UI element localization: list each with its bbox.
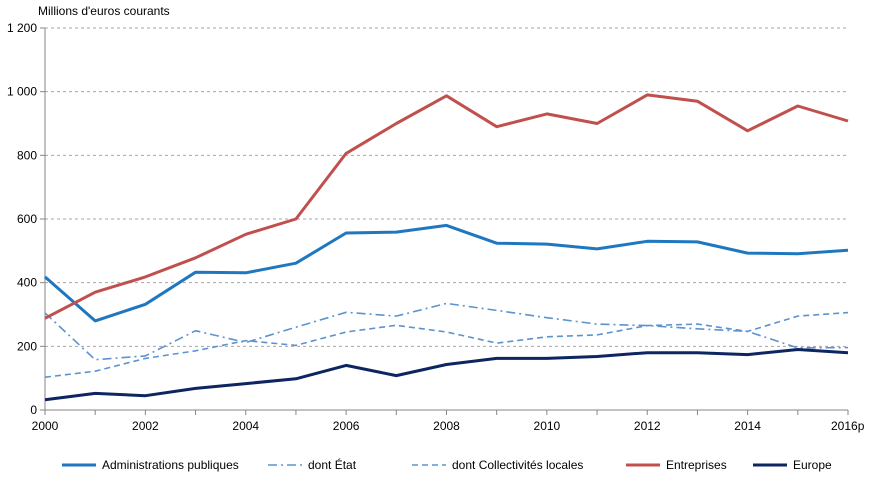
y-tick-label: 400 (17, 276, 37, 290)
legend-label: dont État (308, 457, 357, 472)
series-line-4 (44, 348, 849, 402)
y-tick-label: 200 (17, 339, 37, 353)
series-line-1 (44, 302, 849, 361)
y-axis: 0 200 400 600 800 1 000 1 200 (7, 21, 46, 417)
gridlines (45, 27, 848, 347)
x-tick-label: 2016p (831, 419, 865, 433)
y-axis-title: Millions d'euros courants (38, 4, 170, 18)
legend: Administrations publiques dont État dont C… (62, 457, 832, 472)
y-tick-label: 0 (30, 403, 37, 417)
x-tick-label: 2014 (734, 419, 761, 433)
x-tick-label: 2004 (232, 419, 259, 433)
x-tick-label: 2006 (333, 419, 360, 433)
y-tick-label: 800 (17, 148, 37, 162)
y-tick-label: 1 200 (7, 21, 37, 35)
series-line-3 (44, 93, 849, 320)
series-lines (44, 93, 849, 402)
legend-label: Europe (793, 458, 832, 472)
x-tick-label: 2012 (634, 419, 661, 433)
legend-label: dont Collectivités locales (452, 458, 583, 472)
y-tick-label: 1 000 (7, 85, 37, 99)
x-tick-label: 2000 (32, 419, 59, 433)
legend-label: Administrations publiques (102, 458, 239, 472)
x-tick-label: 2010 (534, 419, 561, 433)
x-axis: 2000 2002 2004 2006 2008 2010 2012 2014 2016p (32, 409, 865, 433)
series-line-0 (44, 223, 849, 323)
legend-label: Entreprises (666, 458, 727, 472)
x-tick-label: 2002 (132, 419, 159, 433)
y-tick-label: 600 (17, 212, 37, 226)
x-tick-label: 2008 (433, 419, 460, 433)
series-line-2 (44, 311, 849, 378)
